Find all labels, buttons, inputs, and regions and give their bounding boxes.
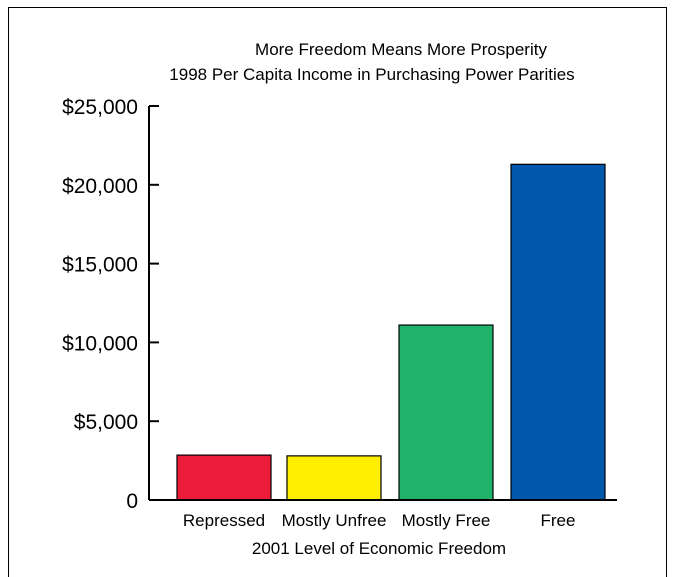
x-tick-label: Mostly Free [402, 511, 491, 530]
x-tick-label: Free [541, 511, 576, 530]
y-tick-label: $25,000 [62, 96, 138, 119]
y-tick-label: $5,000 [74, 411, 138, 434]
chart-frame [8, 7, 667, 577]
x-axis-label: 2001 Level of Economic Freedom [252, 539, 506, 558]
y-tick-label: 0 [126, 490, 138, 513]
chart-subtitle: 1998 Per Capita Income in Purchasing Pow… [169, 65, 574, 84]
y-tick-label: $20,000 [62, 175, 138, 198]
bar-mostly-free [398, 324, 494, 501]
x-tick-label: Repressed [183, 511, 265, 530]
y-tick-label: $10,000 [62, 332, 138, 355]
x-tick-label: Mostly Unfree [282, 511, 387, 530]
bar-repressed [176, 454, 272, 501]
bar-mostly-unfree [286, 455, 382, 501]
bar-free [510, 163, 606, 501]
y-tick-label: $15,000 [62, 254, 138, 277]
chart-title: More Freedom Means More Prosperity [255, 40, 547, 59]
